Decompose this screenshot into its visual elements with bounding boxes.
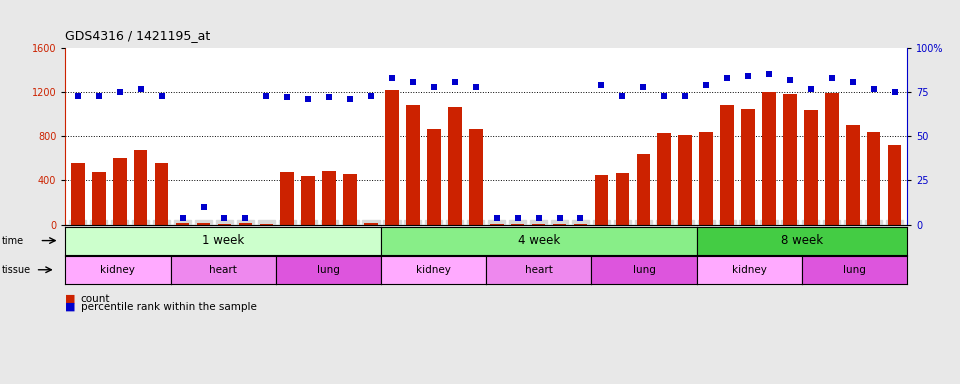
Bar: [385, 90, 398, 225]
Bar: [553, 223, 566, 225]
Bar: [133, 150, 148, 225]
Point: [91, 93, 107, 99]
Text: 4 week: 4 week: [517, 234, 560, 247]
Text: 1 week: 1 week: [202, 234, 244, 247]
Point: [279, 94, 295, 101]
Bar: [301, 176, 315, 225]
Point: [740, 73, 756, 79]
Point: [636, 84, 651, 90]
Bar: [280, 172, 294, 225]
Point: [782, 77, 798, 83]
Bar: [762, 92, 776, 225]
Point: [593, 82, 609, 88]
Bar: [825, 93, 839, 225]
Point: [70, 93, 85, 99]
Point: [175, 215, 190, 221]
Bar: [406, 106, 420, 225]
Point: [426, 84, 442, 90]
Bar: [490, 223, 503, 225]
Text: lung: lung: [317, 265, 340, 275]
Bar: [323, 170, 336, 225]
Point: [761, 71, 777, 78]
Bar: [92, 172, 106, 225]
Bar: [699, 132, 713, 225]
Bar: [783, 94, 797, 225]
Point: [657, 93, 672, 99]
Point: [154, 93, 169, 99]
Text: kidney: kidney: [101, 265, 135, 275]
Point: [489, 215, 504, 221]
Point: [531, 215, 546, 221]
Point: [510, 215, 525, 221]
Point: [258, 93, 274, 99]
Point: [719, 75, 734, 81]
Bar: [364, 223, 378, 225]
Bar: [197, 223, 210, 225]
Text: lung: lung: [843, 265, 866, 275]
Point: [238, 215, 253, 221]
Text: 8 week: 8 week: [780, 234, 823, 247]
Point: [552, 215, 567, 221]
Text: heart: heart: [525, 265, 553, 275]
Text: ■: ■: [65, 302, 76, 312]
Bar: [615, 173, 629, 225]
Text: kidney: kidney: [417, 265, 451, 275]
Text: ■: ■: [65, 294, 76, 304]
Point: [699, 82, 714, 88]
Bar: [176, 223, 189, 225]
Bar: [218, 223, 231, 225]
Point: [614, 93, 630, 99]
Bar: [259, 223, 274, 225]
Bar: [511, 223, 524, 225]
Point: [678, 93, 693, 99]
Bar: [594, 175, 609, 225]
Bar: [846, 125, 859, 225]
Point: [133, 86, 149, 92]
Point: [887, 89, 902, 95]
Bar: [636, 154, 650, 225]
Bar: [71, 163, 84, 225]
Point: [300, 96, 316, 102]
Text: count: count: [81, 294, 110, 304]
Bar: [344, 174, 357, 225]
Point: [866, 86, 881, 92]
Point: [217, 215, 232, 221]
Bar: [658, 133, 671, 225]
Point: [322, 94, 337, 101]
Text: heart: heart: [209, 265, 237, 275]
Bar: [239, 223, 252, 225]
Point: [384, 75, 399, 81]
Bar: [448, 106, 462, 225]
Text: lung: lung: [633, 265, 656, 275]
Bar: [679, 135, 692, 225]
Text: tissue: tissue: [2, 265, 31, 275]
Point: [196, 204, 211, 210]
Point: [112, 89, 128, 95]
Bar: [113, 159, 127, 225]
Bar: [888, 145, 901, 225]
Point: [824, 75, 839, 81]
Point: [468, 84, 484, 90]
Text: kidney: kidney: [732, 265, 767, 275]
Point: [573, 215, 588, 221]
Bar: [867, 132, 880, 225]
Point: [804, 86, 819, 92]
Point: [447, 78, 463, 84]
Bar: [720, 106, 733, 225]
Bar: [804, 110, 818, 225]
Text: time: time: [2, 235, 24, 246]
Bar: [532, 223, 545, 225]
Text: percentile rank within the sample: percentile rank within the sample: [81, 302, 256, 312]
Bar: [427, 129, 441, 225]
Bar: [469, 129, 483, 225]
Point: [364, 93, 379, 99]
Text: GDS4316 / 1421195_at: GDS4316 / 1421195_at: [65, 29, 210, 42]
Bar: [155, 163, 168, 225]
Bar: [574, 223, 588, 225]
Bar: [741, 109, 755, 225]
Point: [845, 78, 860, 84]
Point: [405, 78, 420, 84]
Point: [343, 96, 358, 102]
